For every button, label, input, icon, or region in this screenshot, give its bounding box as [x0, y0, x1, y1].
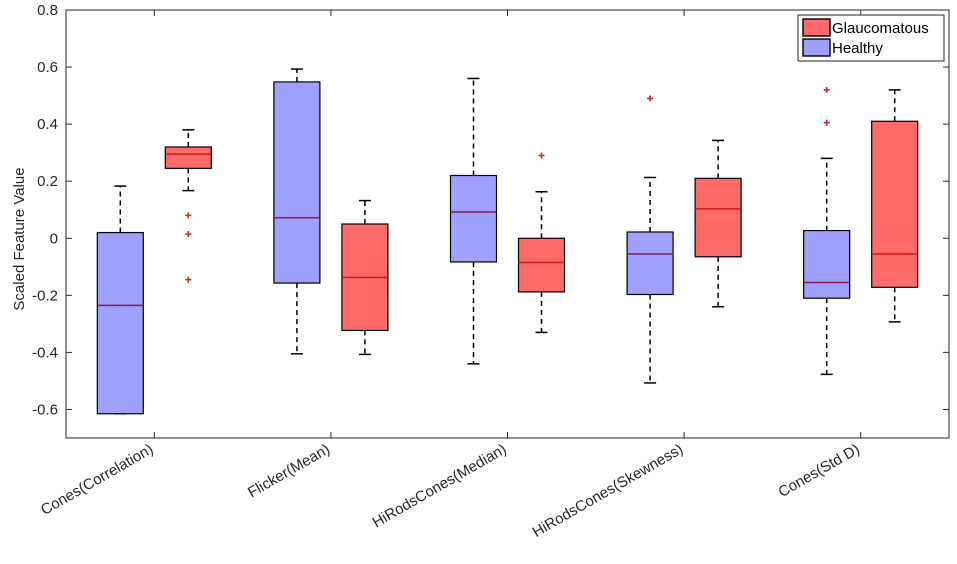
legend-label-glaucomatous: Glaucomatous [832, 20, 929, 37]
box-iqr [164, 146, 212, 169]
y-tick-label: -0.2 [32, 287, 58, 304]
y-axis: -0.6 -0.4 -0.2 0 0.2 0.4 0.6 0.8 [32, 2, 949, 418]
box-glaucomatous [694, 139, 742, 308]
box-healthy [273, 68, 321, 355]
box-iqr [694, 177, 742, 258]
x-tick-label: Cones(Std D) [775, 441, 862, 501]
box-iqr [96, 231, 144, 415]
legend-label-healthy: Healthy [832, 40, 883, 57]
x-tick-label: Flicker(Mean) [245, 441, 333, 502]
series-glaucomatous [164, 89, 919, 356]
box-iqr [803, 229, 851, 299]
series-healthy [96, 68, 851, 415]
y-tick-label: 0 [50, 230, 58, 247]
y-tick-label: -0.4 [32, 344, 58, 361]
x-tick-label: HiRodsCones(Median) [370, 441, 510, 532]
legend-swatch-healthy [802, 38, 831, 57]
box-glaucomatous [517, 152, 566, 334]
box-glaucomatous [164, 129, 212, 283]
x-tick-label: HiRodsCones(Skewness) [530, 441, 687, 541]
x-tick-label: Cones(Correlation) [38, 441, 156, 519]
box-iqr [871, 120, 919, 288]
box-iqr [449, 174, 498, 263]
legend: Glaucomatous Healthy [797, 14, 945, 62]
box-iqr [273, 81, 321, 284]
box-iqr [517, 237, 566, 293]
box-series [96, 68, 919, 415]
box-glaucomatous [341, 199, 389, 356]
y-axis-label: Scaled Feature Value [11, 167, 28, 310]
y-tick-label: -0.6 [32, 401, 58, 418]
box-healthy [96, 185, 144, 415]
y-tick-label: 0.6 [37, 59, 58, 76]
box-healthy [449, 77, 498, 365]
y-tick-label: 0.8 [37, 2, 58, 19]
y-tick-label: 0.2 [37, 173, 58, 190]
y-tick-label: 0.4 [37, 116, 58, 133]
box-iqr [626, 231, 674, 296]
box-healthy [626, 95, 674, 384]
plot-frame [65, 9, 950, 439]
plot-area [65, 9, 950, 439]
box-glaucomatous [871, 89, 919, 323]
legend-swatch-glaucomatous [802, 18, 831, 37]
box-healthy [803, 86, 851, 376]
